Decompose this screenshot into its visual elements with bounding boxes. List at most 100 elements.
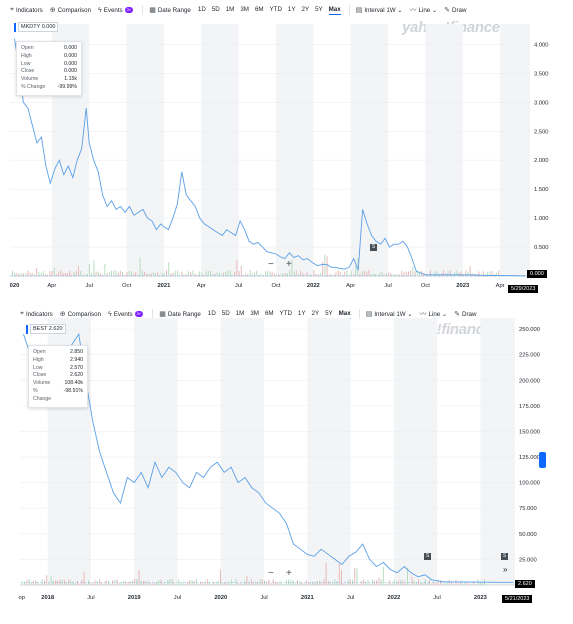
indicators-icon: ⌖	[20, 310, 24, 317]
volume-bar	[234, 271, 236, 276]
volume-bar	[331, 274, 332, 276]
range-button-1y[interactable]: 1Y	[297, 309, 306, 317]
range-button-max[interactable]: Max	[328, 5, 341, 15]
volume-bar	[173, 583, 175, 585]
range-button-1m[interactable]: 1M	[225, 5, 235, 13]
tooltip-row: Open 0.000	[21, 45, 77, 53]
volume-bar	[205, 271, 207, 276]
tooltip-label: Volume	[33, 380, 51, 387]
volume-bar	[136, 579, 138, 585]
volume-bar	[33, 581, 34, 585]
volume-bar	[134, 579, 136, 585]
volume-bar	[260, 273, 262, 276]
period-shade	[220, 318, 265, 585]
volume-bar	[432, 274, 434, 276]
volume-bar	[248, 582, 250, 585]
volume-bar	[269, 271, 271, 276]
range-button-5d[interactable]: 5D	[211, 5, 220, 13]
volume-bar	[213, 581, 215, 585]
tooltip-row: Close 0.000	[21, 68, 77, 76]
volume-bar	[49, 270, 51, 276]
draw-button[interactable]: ✎ Draw	[444, 6, 467, 15]
range-button-1m[interactable]: 1M	[235, 309, 245, 317]
volume-bar	[414, 271, 416, 276]
range-group: 1D 5D 1M 3M 6M YTD 1Y 2Y 5Y Max	[208, 310, 357, 319]
scroll-handle[interactable]	[539, 452, 546, 468]
zoom-in-icon[interactable]: +	[286, 568, 292, 579]
range-button-ytd[interactable]: YTD	[279, 309, 292, 317]
volume-bar	[152, 272, 154, 276]
range-button-5d[interactable]: 5D	[221, 309, 230, 317]
period-shade	[500, 24, 530, 276]
indicators-button[interactable]: ⌖ Indicators	[10, 6, 43, 14]
volume-bar	[358, 583, 360, 585]
range-button-2y[interactable]: 2Y	[301, 5, 310, 13]
tooltip-value: -99.99%	[57, 83, 77, 90]
range-button-ytd[interactable]: YTD	[269, 5, 282, 13]
range-button-6m[interactable]: 6M	[264, 309, 274, 317]
range-button-3m[interactable]: 3M	[240, 5, 249, 13]
volume-bar	[481, 581, 483, 585]
volume-bar	[229, 270, 231, 276]
range-button-6m[interactable]: 6M	[254, 5, 264, 13]
draw-button[interactable]: ✎ Draw	[454, 310, 477, 319]
line-type-button[interactable]: 〰 Line ⌄	[409, 6, 438, 15]
x-tick-label: Jul	[87, 595, 94, 601]
range-button-1d[interactable]: 1D	[207, 309, 216, 317]
volume-bar	[199, 271, 200, 276]
comparison-button[interactable]: ⊕ Comparison	[49, 6, 92, 15]
volume-bar	[409, 583, 411, 585]
interval-button[interactable]: ▤ Interval 1W ⌄	[355, 6, 403, 15]
volume-bar	[265, 271, 266, 276]
volume-bar	[464, 582, 466, 585]
volume-bar	[385, 583, 386, 585]
volume-bar	[240, 266, 242, 276]
volume-bar	[212, 274, 214, 276]
volume-bar	[381, 271, 383, 276]
scroll-right-icon[interactable]: »	[503, 565, 508, 574]
split-marker[interactable]: S	[424, 553, 431, 560]
line-type-button[interactable]: 〰 Line ⌄	[419, 310, 448, 319]
volume-bar	[20, 273, 22, 276]
date-range-button[interactable]: ▦ Date Range	[159, 310, 201, 319]
volume-bar	[231, 579, 232, 585]
volume-bar	[478, 271, 480, 276]
volume-bar	[144, 271, 145, 276]
range-button-5y[interactable]: 5Y	[325, 309, 333, 317]
date-range-button[interactable]: ▦ Date Range	[149, 6, 191, 15]
volume-bar	[400, 580, 402, 585]
volume-bar	[150, 273, 152, 276]
volume-bar	[403, 272, 405, 276]
range-button-1y[interactable]: 1Y	[287, 5, 296, 13]
volume-bar	[401, 270, 403, 276]
range-button-5y[interactable]: 5Y	[315, 5, 323, 13]
volume-bar	[425, 274, 427, 276]
volume-bar	[124, 274, 126, 276]
volume-bar	[182, 581, 184, 585]
volume-bar	[376, 580, 378, 585]
volume-bar	[422, 582, 424, 585]
volume-bar	[281, 583, 283, 585]
events-button[interactable]: ϟ Events 3+	[108, 310, 144, 318]
range-button-1d[interactable]: 1D	[197, 5, 206, 13]
zoom-out-icon[interactable]: −	[268, 259, 274, 270]
zoom-out-icon[interactable]: −	[268, 568, 274, 579]
indicators-button[interactable]: ⌖ Indicators	[20, 310, 53, 318]
chart-plot-1[interactable]: 4.000 3.500 3.000 2.500 2.000 1.500 1.000 0.500…	[0, 0, 573, 300]
split-marker[interactable]: S	[370, 244, 377, 251]
x-tick-label: 2021	[301, 595, 315, 601]
x-tick-label: 2018	[41, 595, 55, 601]
interval-button[interactable]: ▤ Interval 1W ⌄	[365, 310, 413, 319]
volume-bar	[467, 271, 469, 276]
comparison-button[interactable]: ⊕ Comparison	[59, 310, 102, 319]
volume-bar	[299, 580, 301, 585]
events-button[interactable]: ϟ Events 3+	[98, 6, 134, 14]
range-button-3m[interactable]: 3M	[250, 309, 259, 317]
volume-bar	[324, 254, 326, 276]
volume-bar	[200, 581, 202, 585]
volume-bar	[194, 273, 196, 276]
split-marker[interactable]: S	[501, 553, 508, 560]
range-button-2y[interactable]: 2Y	[311, 309, 320, 317]
zoom-in-icon[interactable]: +	[286, 259, 292, 270]
interval-icon: ▤	[355, 7, 363, 14]
